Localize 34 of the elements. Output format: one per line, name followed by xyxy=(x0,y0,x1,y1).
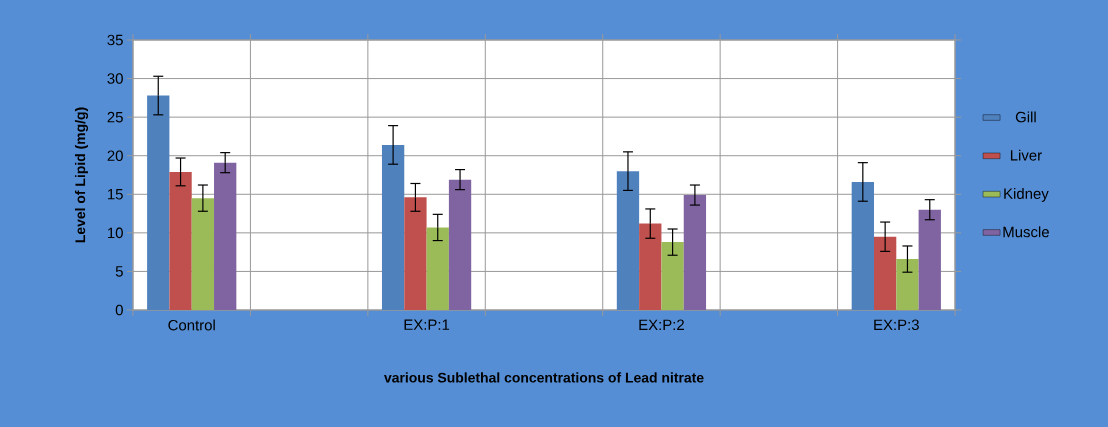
bar xyxy=(616,171,640,310)
bar xyxy=(448,179,472,310)
x-tick-label: EX:P:3 xyxy=(874,319,919,331)
bar xyxy=(851,181,874,310)
legend-label: Kidney xyxy=(1004,187,1049,202)
legend-label: Liver xyxy=(1010,149,1042,161)
bar xyxy=(404,197,427,310)
bar xyxy=(661,242,684,310)
x-tick-label: Control xyxy=(168,319,215,331)
bar xyxy=(214,162,237,310)
bar xyxy=(896,259,919,310)
bar xyxy=(683,195,707,310)
legend-label: Muscle xyxy=(1003,226,1049,238)
y-tick-label: 5 xyxy=(115,266,123,277)
y-tick-label: 25 xyxy=(107,111,123,123)
x-axis-title: various Sublethal concentrations of Lead nitrate xyxy=(384,372,704,383)
y-tick-label: 30 xyxy=(107,73,123,84)
y-tick-label: 20 xyxy=(107,150,123,161)
y-tick-label: 10 xyxy=(108,227,123,239)
bar xyxy=(426,227,449,310)
bar xyxy=(381,144,405,310)
x-tick-label: EX:P:1 xyxy=(404,319,450,330)
y-tick-label: 0 xyxy=(115,304,123,316)
y-tick-label: 15 xyxy=(108,189,123,200)
y-axis-title: Level of Lipid (mg/g) xyxy=(74,107,89,243)
bar xyxy=(639,223,662,310)
bar xyxy=(147,95,170,310)
bar xyxy=(191,198,215,310)
bar xyxy=(918,209,941,310)
legend-label: Gill xyxy=(1015,111,1036,123)
bar xyxy=(169,171,192,310)
x-tick-label: EX:P:2 xyxy=(639,319,684,330)
y-tick-label: 35 xyxy=(107,34,123,46)
bar xyxy=(873,236,897,310)
